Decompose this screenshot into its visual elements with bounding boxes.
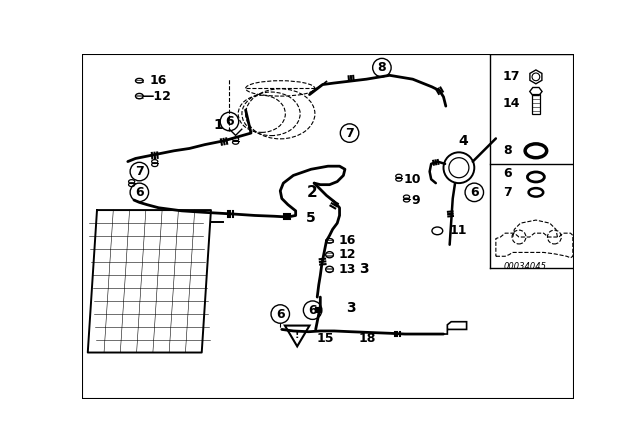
Text: 6: 6	[308, 304, 317, 317]
Text: 4: 4	[459, 134, 468, 148]
Bar	[532, 94, 540, 114]
Text: 14: 14	[503, 97, 520, 110]
Text: 2: 2	[307, 185, 318, 200]
Text: 17: 17	[503, 70, 520, 83]
Text: —12: —12	[141, 90, 172, 103]
Text: 16: 16	[339, 234, 356, 247]
Text: 11: 11	[450, 224, 467, 237]
Text: 3: 3	[359, 263, 369, 276]
Text: 13: 13	[339, 263, 356, 276]
Text: 5: 5	[306, 211, 316, 225]
Text: 6: 6	[225, 115, 234, 128]
Text: 6: 6	[470, 186, 479, 199]
Text: 16: 16	[149, 74, 167, 87]
Text: 6: 6	[503, 168, 511, 181]
Text: 6: 6	[276, 307, 285, 320]
Text: 10: 10	[403, 173, 421, 186]
Text: 00034045: 00034045	[504, 262, 547, 271]
Text: 7: 7	[345, 127, 354, 140]
Text: 7: 7	[135, 165, 144, 178]
Text: 9: 9	[411, 194, 420, 207]
Text: 6: 6	[135, 186, 143, 199]
Text: !: !	[295, 330, 300, 340]
Text: 3: 3	[346, 301, 356, 315]
Text: 1: 1	[214, 118, 223, 132]
Text: 18: 18	[359, 332, 376, 345]
Text: 8: 8	[503, 144, 511, 157]
Text: 12: 12	[339, 248, 356, 261]
Text: 15: 15	[316, 332, 334, 345]
Text: 7: 7	[503, 186, 511, 199]
Text: 8: 8	[378, 61, 386, 74]
